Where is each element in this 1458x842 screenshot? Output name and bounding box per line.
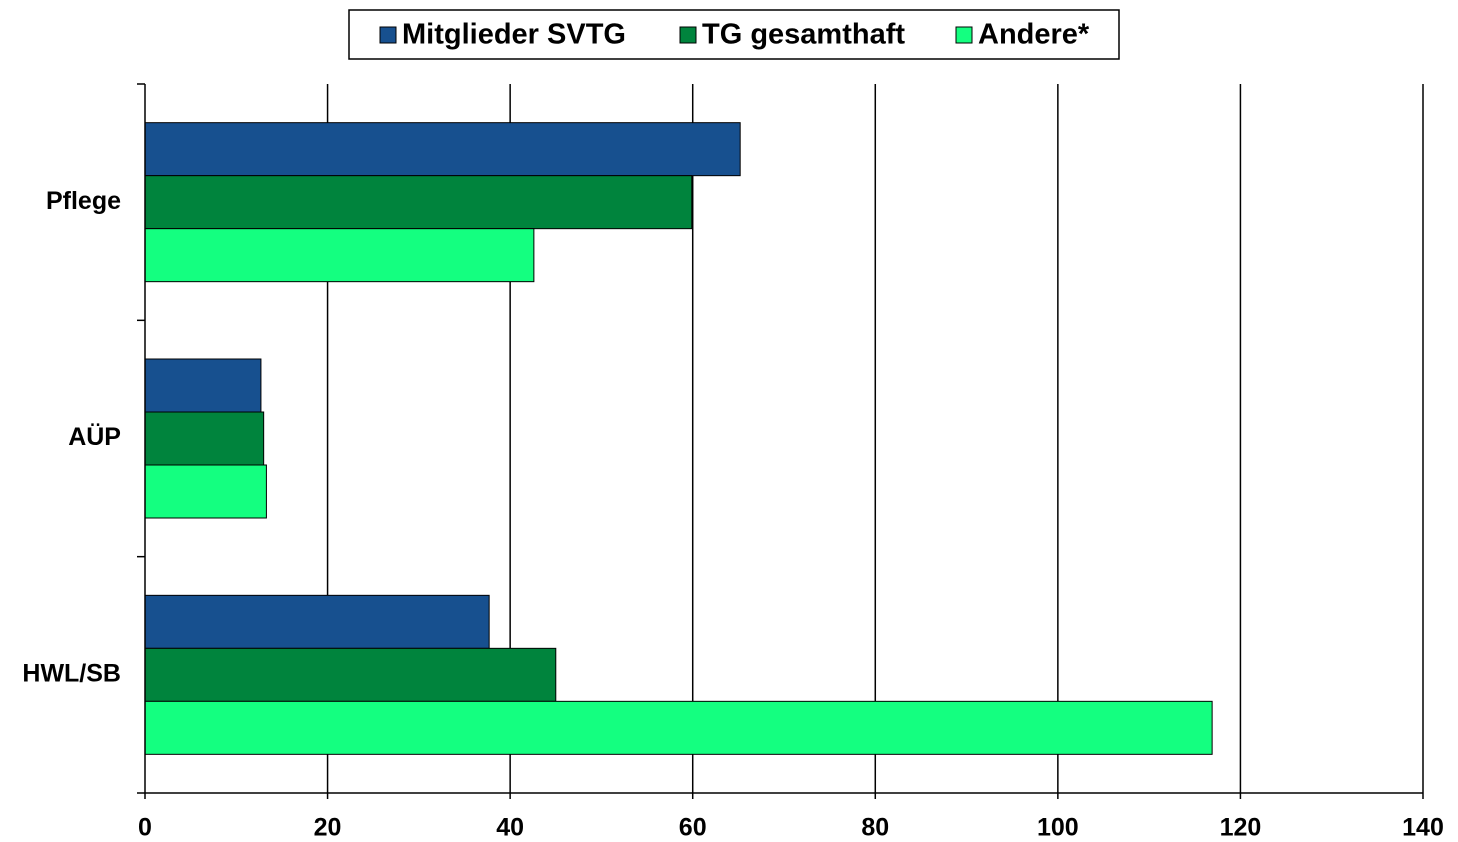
legend-label: TG gesamthaft xyxy=(702,19,905,51)
bar xyxy=(144,411,265,466)
y-tick-label: Pflege xyxy=(46,187,121,215)
bar xyxy=(144,122,741,177)
legend-swatch xyxy=(955,26,973,44)
y-tick-label: AÜP xyxy=(68,422,121,451)
x-tick-label: 140 xyxy=(1402,814,1444,842)
bar xyxy=(144,594,490,649)
bar xyxy=(144,358,262,413)
x-tick-label: 40 xyxy=(496,814,524,842)
x-tick-label: 120 xyxy=(1220,814,1262,842)
x-tick-label: 100 xyxy=(1037,814,1079,842)
bar xyxy=(144,175,693,230)
x-tick-label: 20 xyxy=(314,814,342,842)
legend-label: Andere* xyxy=(978,19,1090,51)
x-tick-label: 80 xyxy=(861,814,889,842)
x-tick-label: 60 xyxy=(679,814,707,842)
bar xyxy=(144,464,267,519)
legend-swatch xyxy=(379,26,397,44)
bar xyxy=(144,228,535,283)
legend-box xyxy=(348,9,1120,60)
x-tick-label: 0 xyxy=(138,814,152,842)
legend-swatch xyxy=(679,26,697,44)
legend-label: Mitglieder SVTG xyxy=(402,19,626,51)
y-tick-label: HWL/SB xyxy=(22,659,121,687)
bar xyxy=(144,647,557,702)
bar xyxy=(144,700,1213,755)
